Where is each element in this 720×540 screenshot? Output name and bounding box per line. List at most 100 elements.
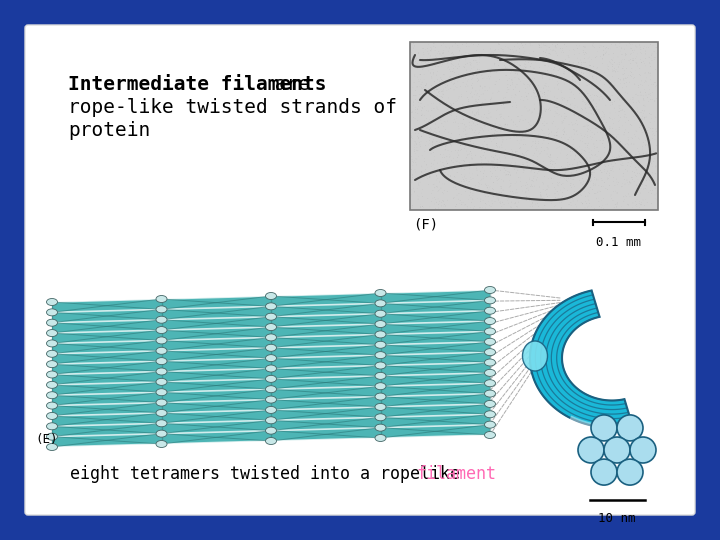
Point (505, 116, 517, 125)
Point (441, 117, 453, 125)
Point (557, 192, 569, 201)
Point (450, 136, 462, 144)
Point (580, 100, 591, 109)
Point (522, 184, 534, 192)
Point (494, 120, 505, 129)
Point (431, 187, 443, 196)
Point (472, 178, 484, 186)
Point (593, 156, 604, 164)
Point (635, 182, 647, 191)
Point (645, 124, 657, 133)
Point (559, 94, 570, 103)
Point (624, 192, 636, 201)
Point (651, 94, 662, 103)
Point (447, 99, 459, 107)
Point (465, 137, 477, 145)
Point (472, 194, 483, 203)
Point (580, 143, 591, 152)
Point (409, 143, 420, 152)
Point (466, 143, 477, 151)
Point (585, 103, 597, 112)
Point (474, 58, 485, 67)
Point (607, 56, 618, 65)
Point (485, 68, 496, 77)
Point (446, 157, 457, 165)
Point (514, 173, 526, 182)
Point (418, 158, 430, 166)
Point (509, 90, 521, 99)
Point (438, 117, 450, 126)
Point (647, 162, 658, 171)
Point (459, 172, 470, 181)
Point (556, 204, 567, 212)
Point (638, 150, 649, 158)
Point (543, 125, 554, 133)
Text: eight tetramers twisted into a ropelike: eight tetramers twisted into a ropelike (70, 465, 470, 483)
Point (528, 131, 540, 140)
Point (438, 190, 449, 198)
Point (428, 104, 440, 113)
Point (434, 138, 446, 146)
Point (643, 141, 654, 150)
Point (607, 124, 618, 132)
Point (621, 139, 632, 148)
Point (575, 58, 587, 67)
Point (631, 166, 642, 174)
Ellipse shape (485, 431, 495, 438)
Point (583, 53, 595, 62)
Point (589, 91, 600, 100)
Point (412, 104, 423, 113)
Point (444, 65, 456, 74)
Point (637, 81, 649, 90)
Point (510, 147, 521, 156)
Point (523, 195, 534, 204)
Point (496, 45, 508, 53)
Ellipse shape (485, 297, 495, 304)
Point (623, 201, 634, 210)
Point (598, 109, 609, 117)
Point (495, 199, 506, 207)
Point (454, 92, 465, 101)
Point (512, 112, 523, 121)
Point (462, 195, 474, 204)
Point (543, 132, 554, 141)
Point (643, 188, 654, 197)
Point (576, 96, 588, 104)
Point (516, 67, 528, 76)
Point (631, 52, 642, 61)
Point (421, 124, 433, 132)
Point (561, 143, 572, 151)
Point (618, 96, 629, 105)
Point (417, 57, 428, 65)
Point (551, 131, 562, 140)
Point (644, 146, 655, 155)
Point (636, 161, 648, 170)
Point (470, 67, 482, 76)
Point (568, 180, 580, 189)
Point (562, 200, 574, 209)
Point (618, 79, 630, 87)
Point (513, 161, 525, 170)
Point (578, 111, 590, 119)
Point (521, 92, 533, 100)
Point (409, 91, 420, 100)
Point (564, 179, 576, 188)
Point (474, 82, 486, 90)
Point (564, 181, 576, 190)
Point (459, 136, 471, 145)
Point (639, 195, 651, 204)
Point (528, 160, 539, 169)
Point (553, 133, 564, 141)
Point (592, 64, 603, 72)
Point (644, 85, 655, 94)
Point (565, 192, 577, 201)
Point (608, 173, 619, 182)
Point (446, 166, 458, 174)
Point (649, 53, 661, 62)
Point (516, 39, 527, 48)
Point (606, 116, 618, 124)
Point (428, 113, 439, 122)
Point (492, 163, 503, 171)
Point (593, 176, 604, 184)
Point (650, 43, 662, 52)
